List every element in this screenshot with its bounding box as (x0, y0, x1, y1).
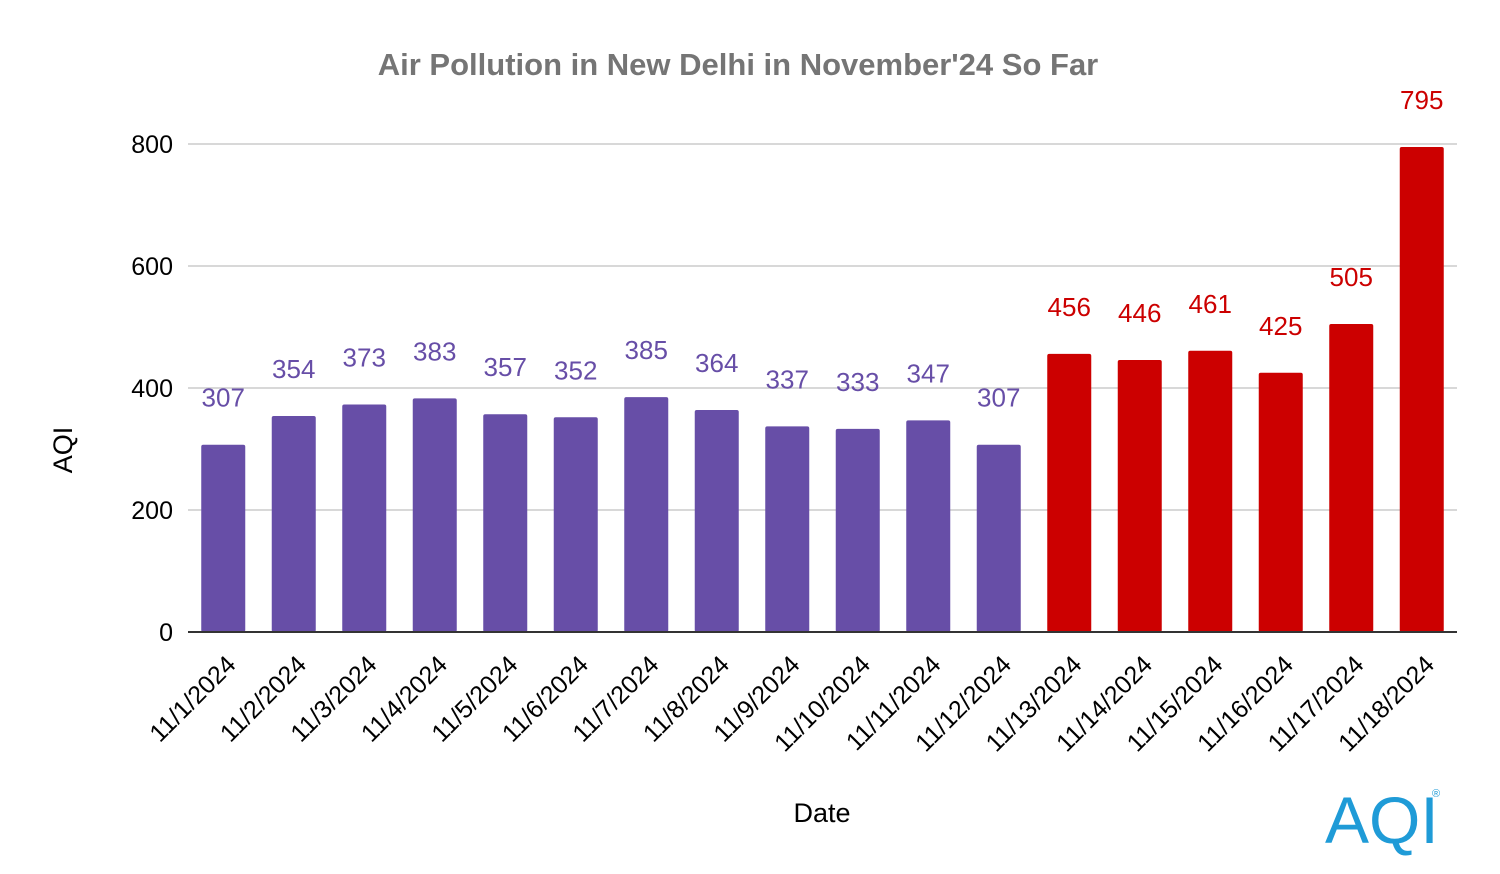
bars (201, 147, 1444, 633)
bar (624, 397, 669, 632)
logo-letter: A (1325, 783, 1369, 857)
logo-letter: I (1420, 783, 1438, 857)
chart-title: Air Pollution in New Delhi in November'2… (378, 47, 1099, 82)
data-label: 364 (695, 348, 738, 378)
data-label: 505 (1330, 262, 1373, 292)
data-label: 337 (766, 364, 809, 394)
bar (412, 398, 457, 632)
logo-letter: Q (1369, 783, 1420, 857)
data-label: 461 (1189, 289, 1232, 319)
bar (201, 444, 246, 632)
y-axis-ticks: 0 200 400 600 800 (131, 131, 173, 647)
data-label: 383 (413, 336, 456, 366)
y-axis-title: AQI (48, 427, 78, 474)
y-tick-label: 400 (131, 375, 173, 403)
data-label: 385 (625, 335, 668, 365)
bar (1188, 350, 1233, 632)
x-axis-ticks: 11/1/202411/2/202411/3/202411/4/202411/5… (144, 650, 1440, 757)
bar (1329, 323, 1374, 632)
data-label: 456 (1048, 292, 1091, 322)
x-axis-title: Date (793, 798, 850, 828)
bar (765, 426, 810, 632)
data-label: 307 (977, 383, 1020, 413)
aqi-logo: AQI ® (1325, 783, 1440, 857)
data-label: 795 (1400, 85, 1443, 115)
aqi-logo-text: AQI (1325, 783, 1439, 857)
gridlines (188, 143, 1457, 511)
data-labels: 307 354 373 383 357 352 385 364 337 333 347 307 456 4… (202, 85, 1444, 413)
bar (553, 417, 598, 632)
bar (271, 416, 316, 632)
data-label: 352 (554, 355, 597, 385)
data-label: 357 (484, 352, 527, 382)
registered-mark-icon: ® (1432, 788, 1440, 800)
data-label: 446 (1118, 298, 1161, 328)
bar (976, 444, 1021, 632)
bar (1117, 359, 1162, 632)
y-tick-label: 800 (131, 131, 173, 159)
data-label: 333 (836, 367, 879, 397)
bar (1399, 147, 1444, 633)
data-label: 373 (343, 342, 386, 372)
bar (342, 404, 387, 632)
y-tick-label: 600 (131, 253, 173, 281)
bar (906, 420, 951, 632)
bar (1047, 353, 1092, 632)
data-label: 354 (272, 354, 315, 384)
y-tick-label: 0 (159, 619, 173, 647)
data-label: 307 (202, 383, 245, 413)
bar (483, 414, 528, 632)
y-tick-label: 200 (131, 497, 173, 525)
data-label: 425 (1259, 311, 1302, 341)
bar (694, 409, 739, 632)
data-label: 347 (907, 358, 950, 388)
bar (835, 428, 880, 632)
bar (1258, 372, 1303, 632)
